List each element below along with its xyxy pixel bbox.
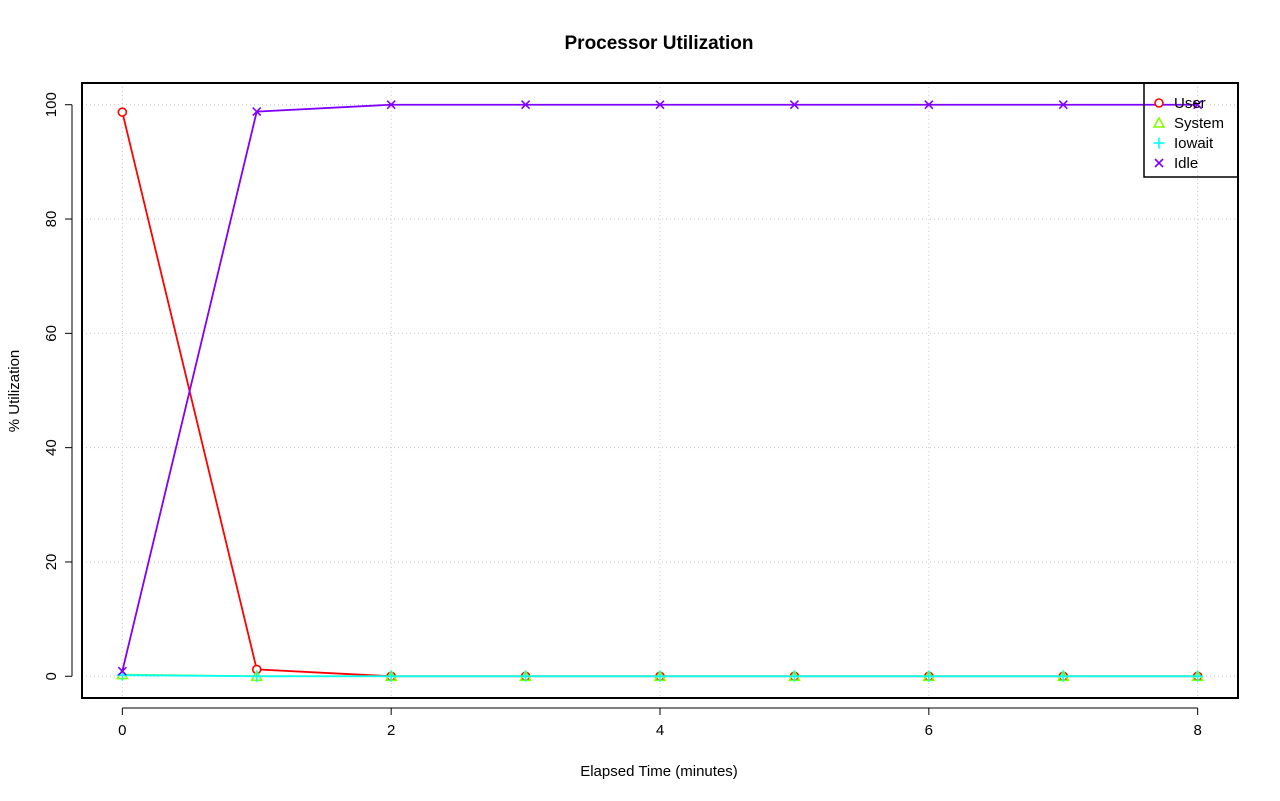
- legend-label-iowait: Iowait: [1174, 135, 1214, 152]
- data-point-idle: [789, 100, 799, 110]
- x-axis-label: Elapsed Time (minutes): [580, 763, 738, 780]
- chart-title: Processor Utilization: [565, 33, 754, 54]
- data-point-iowait: [251, 670, 263, 682]
- data-point-idle: [386, 100, 396, 110]
- data-point-idle: [252, 107, 262, 117]
- data-point-idle: [1058, 100, 1068, 110]
- data-point-iowait: [1057, 670, 1069, 682]
- plot-frame: [81, 82, 1239, 699]
- data-point-user: [117, 107, 128, 117]
- legend-marker-idle: [1154, 158, 1164, 168]
- y-tick-label: 60: [43, 325, 60, 342]
- y-tick-label: 40: [43, 439, 60, 456]
- data-point-iowait: [788, 670, 800, 682]
- data-point-idle: [117, 666, 127, 676]
- data-point-idle: [924, 100, 934, 110]
- legend-marker-system: [1152, 116, 1166, 128]
- x-tick-label: 4: [656, 722, 664, 739]
- data-point-idle: [521, 100, 531, 110]
- data-point-iowait: [1192, 670, 1204, 682]
- data-point-idle: [1193, 100, 1203, 110]
- data-point-iowait: [385, 670, 397, 682]
- series-idle: [117, 100, 1203, 676]
- data-point-iowait: [654, 670, 666, 682]
- data-point-iowait: [520, 670, 532, 682]
- legend: User System Iowait Idle: [1143, 82, 1239, 178]
- y-tick-label: 0: [43, 672, 60, 680]
- y-tick-label: 100: [43, 92, 60, 117]
- y-tick-label: 80: [43, 211, 60, 228]
- x-tick-label: 6: [925, 722, 933, 739]
- legend-label-system: System: [1174, 115, 1224, 132]
- legend-label-user: User: [1174, 95, 1206, 112]
- data-series: [115, 100, 1205, 682]
- data-point-idle: [655, 100, 665, 110]
- legend-marker-user: [1154, 98, 1164, 108]
- legend-marker-iowait: [1153, 137, 1165, 149]
- y-tick-label: 20: [43, 554, 60, 571]
- legend-box: [1143, 82, 1239, 178]
- data-point-iowait: [923, 670, 935, 682]
- legend-label-idle: Idle: [1174, 155, 1198, 172]
- x-tick-label: 0: [118, 722, 126, 739]
- y-axis-label: % Utilization: [6, 350, 23, 433]
- x-tick-label: 8: [1194, 722, 1202, 739]
- x-tick-label: 2: [387, 722, 395, 739]
